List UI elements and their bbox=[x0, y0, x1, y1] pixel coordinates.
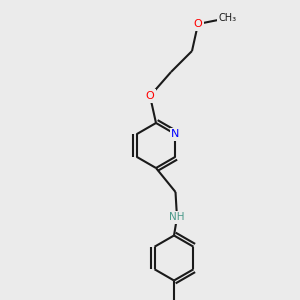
Text: CH₃: CH₃ bbox=[219, 13, 237, 23]
Text: N: N bbox=[171, 129, 180, 139]
Text: NH: NH bbox=[169, 212, 185, 223]
Text: O: O bbox=[194, 19, 202, 29]
Text: O: O bbox=[146, 91, 154, 101]
